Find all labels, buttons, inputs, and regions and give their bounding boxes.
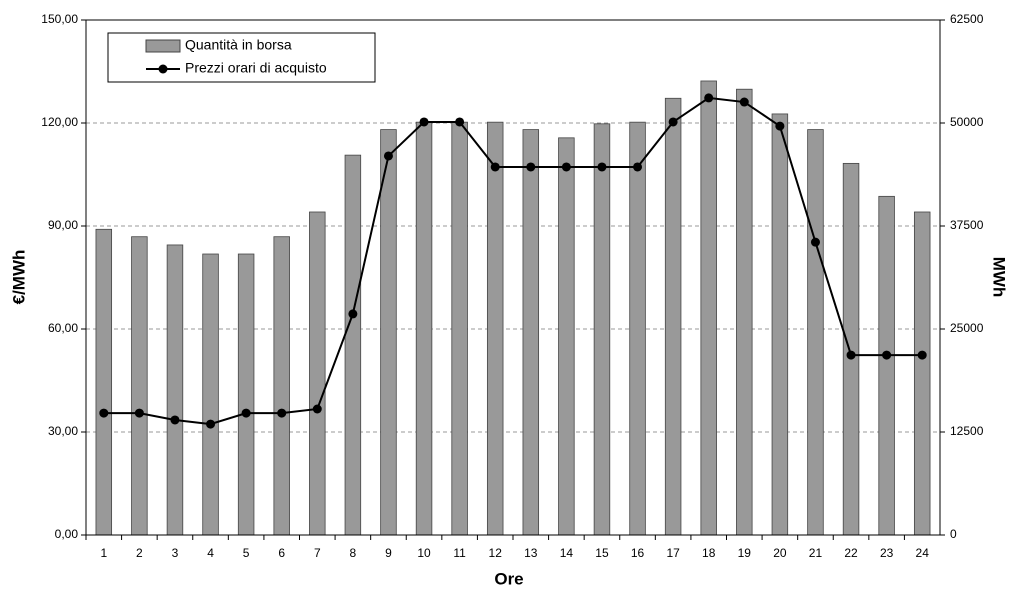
- x-tick-label: 7: [314, 546, 321, 560]
- x-tick-label: 8: [350, 546, 357, 560]
- y-tick-label: 0,00: [55, 527, 79, 541]
- line-marker: [312, 404, 322, 414]
- bar: [558, 137, 575, 536]
- line-marker: [882, 350, 892, 360]
- x-tick-label: 12: [489, 546, 503, 560]
- x-tick-label: 2: [136, 546, 143, 560]
- bar: [913, 211, 931, 536]
- line-marker: [810, 237, 820, 247]
- line-marker: [99, 408, 109, 418]
- y-tick-label: 60,00: [48, 321, 78, 335]
- line-marker: [704, 93, 714, 103]
- line-marker: [206, 419, 216, 429]
- line-marker: [348, 309, 358, 319]
- line: [103, 96, 923, 426]
- line-marker: [277, 408, 287, 418]
- line-marker: [668, 117, 678, 127]
- x-tick-label: 20: [773, 546, 787, 560]
- line-marker: [419, 117, 429, 127]
- y2-tick-label: 12500: [950, 424, 984, 438]
- legend-label: Prezzi orari di acquisto: [185, 60, 327, 76]
- x-tick-label: 19: [738, 546, 752, 560]
- y2-tick-label: 25000: [950, 321, 984, 335]
- x-tick-label: 6: [278, 546, 285, 560]
- plot-frame: [85, 19, 941, 536]
- bar: [237, 253, 255, 536]
- x-tick-label: 4: [207, 546, 214, 560]
- x-tick-label: 23: [880, 546, 894, 560]
- line-marker: [170, 415, 180, 425]
- bar: [273, 236, 290, 536]
- bar: [344, 154, 362, 536]
- x-tick-label: 14: [560, 546, 574, 560]
- x-tick-label: 13: [524, 546, 538, 560]
- x-tick-label: 15: [595, 546, 609, 560]
- bar: [771, 113, 789, 536]
- line-marker: [597, 162, 607, 172]
- y2-tick-label: 37500: [950, 218, 984, 232]
- bar: [522, 129, 540, 536]
- bar: [309, 211, 326, 536]
- y-tick-label: 30,00: [48, 424, 78, 438]
- line-marker: [241, 408, 251, 418]
- bar: [593, 123, 611, 536]
- y2-tick-label: 62500: [950, 12, 984, 26]
- bar: [166, 244, 184, 536]
- bar: [380, 129, 397, 536]
- x-tick-label: 24: [916, 546, 930, 560]
- x-axis-title: Ore: [494, 569, 523, 588]
- bar: [700, 80, 717, 536]
- x-tick-label: 17: [666, 546, 680, 560]
- bar: [664, 97, 682, 536]
- line-marker: [633, 162, 643, 172]
- line-marker: [383, 151, 393, 161]
- line-marker: [739, 97, 749, 107]
- y-tick-label: 150,00: [41, 12, 78, 26]
- bar: [95, 228, 113, 536]
- y2-axis-title: MWh: [990, 257, 1009, 298]
- legend-swatch: [158, 64, 168, 74]
- y2-tick-label: 50000: [950, 115, 984, 129]
- x-tick-label: 9: [385, 546, 392, 560]
- bar: [451, 121, 468, 536]
- x-tick-label: 11: [453, 546, 466, 560]
- x-tick-label: 10: [417, 546, 431, 560]
- bar: [842, 162, 860, 536]
- line-marker: [526, 162, 536, 172]
- legend-label: Quantità in borsa: [185, 37, 292, 53]
- line-marker: [490, 162, 500, 172]
- x-tick-label: 3: [172, 546, 179, 560]
- line-marker: [455, 117, 465, 127]
- y2-tick-label: 0: [950, 527, 957, 541]
- bar: [486, 121, 504, 536]
- bar: [807, 129, 824, 536]
- bar: [736, 88, 753, 536]
- bar: [629, 121, 646, 536]
- bar: [415, 121, 433, 536]
- line-marker: [917, 350, 927, 360]
- x-tick-label: 22: [844, 546, 858, 560]
- line-marker: [846, 350, 856, 360]
- x-tick-label: 21: [809, 546, 823, 560]
- x-tick-label: 5: [243, 546, 250, 560]
- x-tick-label: 18: [702, 546, 716, 560]
- bar: [131, 236, 148, 536]
- y-tick-label: 120,00: [41, 115, 78, 129]
- bar: [202, 253, 219, 536]
- y-tick-label: 90,00: [48, 218, 78, 232]
- legend-swatch: [145, 39, 181, 53]
- line-marker: [134, 408, 144, 418]
- y-axis-title: €/MWh: [9, 250, 28, 305]
- bar: [878, 195, 895, 536]
- line-marker: [775, 121, 785, 131]
- line-marker: [561, 162, 571, 172]
- x-tick-label: 16: [631, 546, 645, 560]
- x-tick-label: 1: [100, 546, 107, 560]
